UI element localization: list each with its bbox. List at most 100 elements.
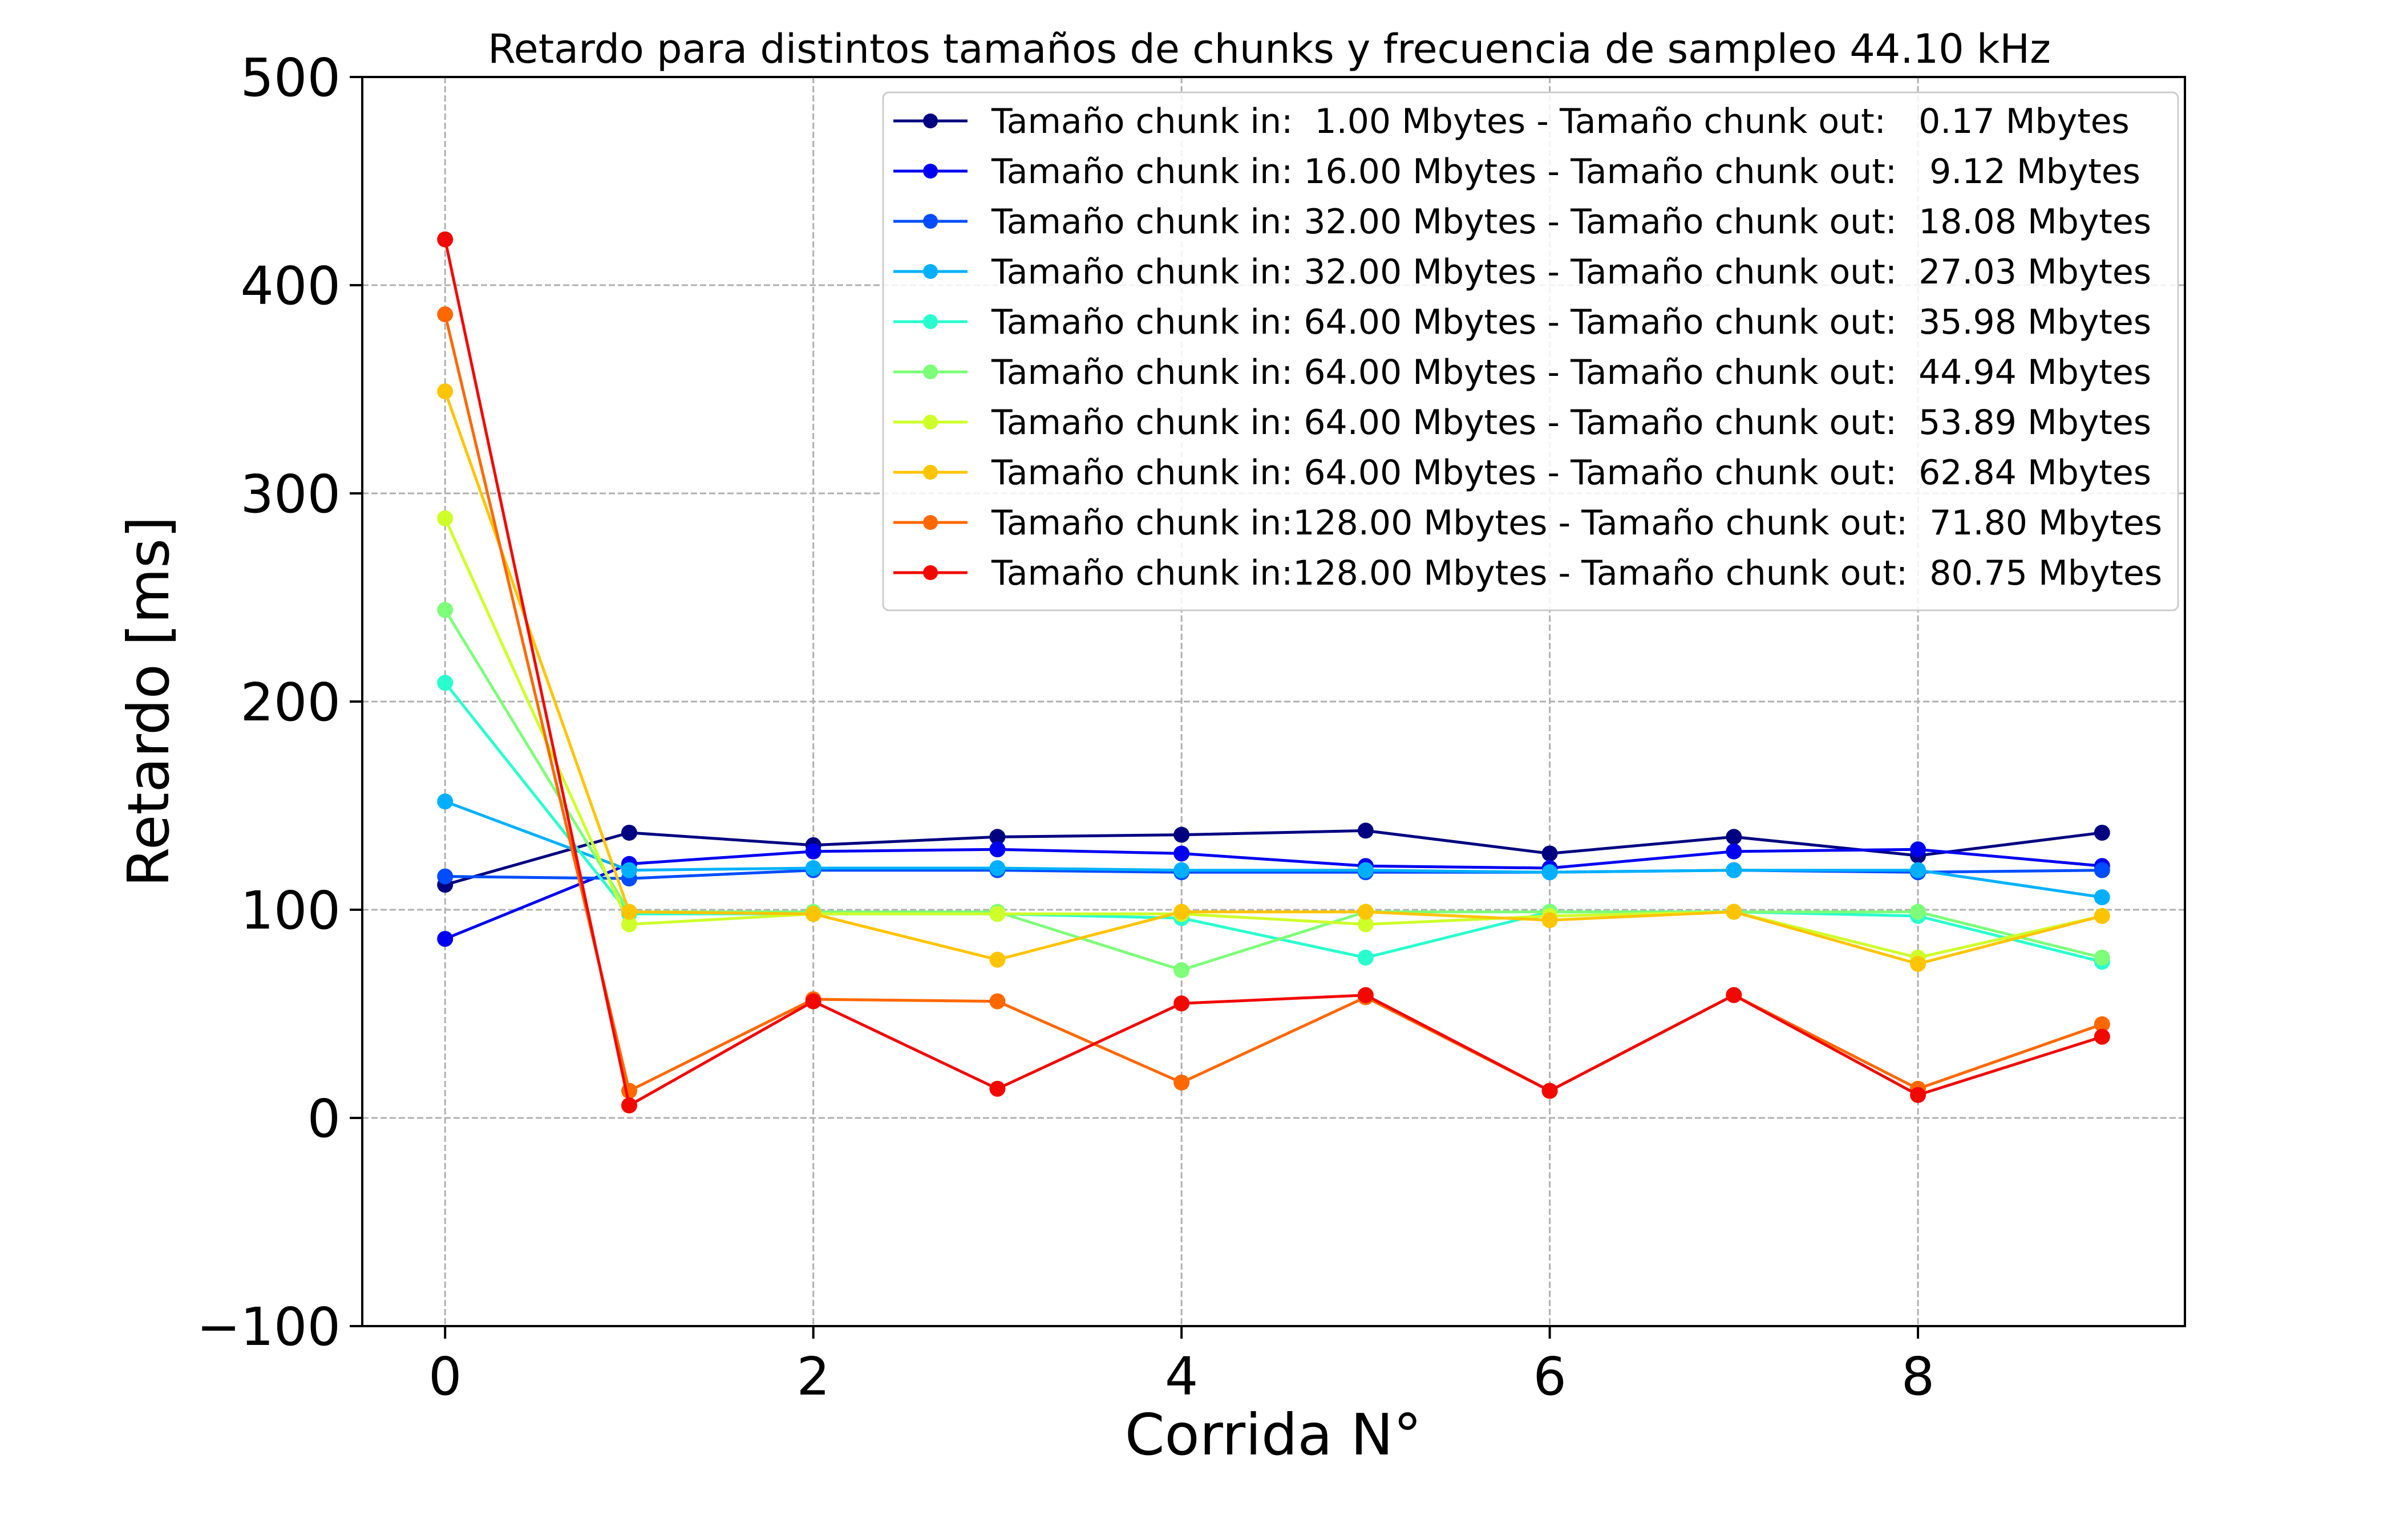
data-point bbox=[1541, 912, 1558, 929]
series-line bbox=[444, 829, 2103, 886]
data-point bbox=[1173, 845, 1190, 862]
data-point bbox=[437, 231, 454, 248]
data-point bbox=[437, 510, 454, 526]
data-point bbox=[989, 906, 1006, 922]
legend-entry: Tamaño chunk in: 16.00 Mbytes - Tamaño c… bbox=[893, 152, 2140, 192]
data-point bbox=[437, 793, 454, 810]
legend-entry: Tamaño chunk in: 64.00 Mbytes - Tamaño c… bbox=[893, 453, 2151, 493]
data-point bbox=[437, 868, 454, 885]
legend-entry: Tamaño chunk in: 32.00 Mbytes - Tamaño c… bbox=[893, 252, 2151, 292]
legend-label: Tamaño chunk in:128.00 Mbytes - Tamaño c… bbox=[991, 503, 2162, 543]
legend-entry: Tamaño chunk in: 32.00 Mbytes - Tamaño c… bbox=[893, 202, 2151, 242]
series-line bbox=[443, 239, 2103, 1107]
data-point bbox=[1173, 995, 1190, 1012]
axis-ticks: 0 2 4 6 8 −100 0 100 200 300 400 500 bbox=[196, 47, 1934, 1407]
series-line bbox=[443, 314, 2103, 1092]
data-point bbox=[805, 993, 821, 1010]
y-tick-label: −100 bbox=[196, 1296, 341, 1357]
series-line bbox=[444, 848, 2103, 941]
y-tick-label: 400 bbox=[240, 256, 341, 317]
legend-entry: Tamaño chunk in:128.00 Mbytes - Tamaño c… bbox=[893, 553, 2162, 593]
legend-label: Tamaño chunk in: 1.00 Mbytes - Tamaño ch… bbox=[991, 102, 2130, 141]
data-point bbox=[1910, 862, 1926, 878]
data-point bbox=[1726, 843, 1742, 860]
data-point bbox=[989, 860, 1006, 876]
data-point bbox=[1541, 864, 1558, 881]
data-point bbox=[2094, 1016, 2110, 1032]
y-tick-label: 100 bbox=[240, 880, 341, 941]
data-point bbox=[805, 843, 821, 860]
data-point bbox=[1173, 826, 1190, 843]
legend-entry: Tamaño chunk in:128.00 Mbytes - Tamaño c… bbox=[893, 503, 2162, 543]
data-point bbox=[1173, 862, 1190, 878]
data-point bbox=[989, 841, 1006, 858]
data-point bbox=[1910, 1087, 1926, 1103]
data-point bbox=[1357, 862, 1374, 878]
data-point bbox=[1910, 955, 1926, 972]
legend-entry: Tamaño chunk in: 64.00 Mbytes - Tamaño c… bbox=[893, 302, 2151, 342]
series-line bbox=[444, 800, 2103, 899]
legend-entry: Tamaño chunk in: 64.00 Mbytes - Tamaño c… bbox=[893, 403, 2151, 443]
data-point bbox=[2094, 889, 2110, 906]
data-point bbox=[1910, 903, 1926, 920]
series-line bbox=[443, 391, 2103, 966]
data-point bbox=[621, 824, 637, 841]
data-point bbox=[1173, 1074, 1190, 1091]
data-point bbox=[621, 862, 637, 878]
data-point bbox=[621, 1097, 637, 1114]
legend-marker bbox=[923, 214, 938, 229]
legend-entry: Tamaño chunk in: 1.00 Mbytes - Tamaño ch… bbox=[893, 102, 2130, 141]
y-tick-label: 0 bbox=[307, 1088, 341, 1149]
data-point bbox=[1726, 862, 1742, 878]
data-point bbox=[2094, 907, 2110, 924]
series-10 bbox=[437, 231, 2110, 1114]
data-point bbox=[1357, 916, 1374, 933]
data-point bbox=[437, 306, 454, 323]
legend-marker bbox=[923, 114, 938, 128]
data-point bbox=[437, 675, 454, 691]
legend-entry: Tamaño chunk in: 64.00 Mbytes - Tamaño c… bbox=[893, 352, 2151, 392]
data-point bbox=[2094, 824, 2110, 841]
data-point bbox=[805, 906, 821, 922]
legend-marker bbox=[923, 515, 938, 530]
legend-marker bbox=[923, 314, 938, 329]
legend-label: Tamaño chunk in: 64.00 Mbytes - Tamaño c… bbox=[991, 453, 2151, 493]
data-point bbox=[1357, 949, 1374, 966]
data-point bbox=[989, 829, 1006, 845]
y-tick-label: 300 bbox=[240, 464, 341, 525]
y-axis-label: Retardo [ms] bbox=[115, 516, 182, 887]
legend-label: Tamaño chunk in:128.00 Mbytes - Tamaño c… bbox=[991, 553, 2162, 593]
data-point bbox=[989, 951, 1006, 968]
data-point bbox=[1173, 903, 1190, 920]
data-point bbox=[2094, 1028, 2110, 1045]
series-8 bbox=[437, 383, 2110, 972]
legend-label: Tamaño chunk in: 64.00 Mbytes - Tamaño c… bbox=[991, 352, 2151, 392]
chart-title: Retardo para distintos tamaños de chunks… bbox=[488, 26, 2051, 72]
data-point bbox=[1173, 962, 1190, 978]
legend-label: Tamaño chunk in: 32.00 Mbytes - Tamaño c… bbox=[991, 202, 2151, 242]
data-point bbox=[1910, 841, 1926, 858]
x-tick-label: 6 bbox=[1533, 1346, 1567, 1407]
legend-label: Tamaño chunk in: 32.00 Mbytes - Tamaño c… bbox=[991, 252, 2151, 292]
legend-marker bbox=[923, 415, 938, 429]
data-point bbox=[1357, 903, 1374, 920]
legend-label: Tamaño chunk in: 16.00 Mbytes - Tamaño c… bbox=[991, 152, 2140, 192]
x-tick-label: 2 bbox=[796, 1346, 830, 1407]
x-tick-label: 8 bbox=[1901, 1346, 1935, 1407]
data-point bbox=[2094, 862, 2110, 878]
legend-marker bbox=[923, 364, 938, 379]
data-point bbox=[437, 383, 454, 400]
data-point bbox=[621, 916, 637, 933]
data-point bbox=[437, 602, 454, 618]
x-axis-label: Corrida N° bbox=[1125, 1401, 1422, 1468]
data-point bbox=[989, 1080, 1006, 1097]
data-point bbox=[1541, 845, 1558, 862]
legend-label: Tamaño chunk in: 64.00 Mbytes - Tamaño c… bbox=[991, 403, 2151, 443]
data-point bbox=[1726, 987, 1742, 1003]
data-point bbox=[2094, 949, 2110, 966]
data-point bbox=[1357, 822, 1374, 839]
legend-label: Tamaño chunk in: 64.00 Mbytes - Tamaño c… bbox=[991, 302, 2151, 342]
data-point bbox=[621, 903, 637, 920]
data-point bbox=[989, 993, 1006, 1010]
